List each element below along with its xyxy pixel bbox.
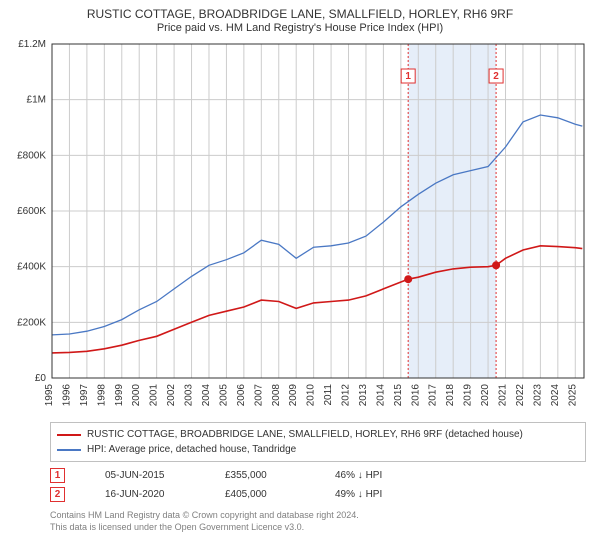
marker-date: 16-JUN-2020 xyxy=(105,489,185,500)
xtick-label: 2017 xyxy=(428,384,439,407)
marker-date: 05-JUN-2015 xyxy=(105,470,185,481)
xtick-label: 2014 xyxy=(375,384,386,407)
xtick-label: 2008 xyxy=(271,384,282,407)
legend-label: HPI: Average price, detached house, Tand… xyxy=(87,442,296,457)
xtick-label: 1998 xyxy=(96,384,107,407)
xtick-label: 2000 xyxy=(131,384,142,407)
vline-label: 2 xyxy=(493,71,499,82)
ytick-label: £800K xyxy=(17,151,46,162)
xtick-label: 1999 xyxy=(114,384,125,407)
marker-number-box: 2 xyxy=(50,487,65,502)
legend-swatch xyxy=(57,449,81,451)
xtick-label: 2024 xyxy=(550,384,561,407)
xtick-label: 2022 xyxy=(515,384,526,407)
xtick-label: 2016 xyxy=(410,384,421,407)
legend-label: RUSTIC COTTAGE, BROADBRIDGE LANE, SMALLF… xyxy=(87,427,523,442)
xtick-label: 2010 xyxy=(306,384,317,407)
sale-marker xyxy=(492,261,500,269)
xtick-label: 2002 xyxy=(166,384,177,407)
legend-swatch xyxy=(57,434,81,436)
legend-item: RUSTIC COTTAGE, BROADBRIDGE LANE, SMALLF… xyxy=(57,427,579,442)
footer-attribution: Contains HM Land Registry data © Crown c… xyxy=(50,510,586,533)
xtick-label: 2004 xyxy=(201,384,212,407)
xtick-label: 2025 xyxy=(567,384,578,407)
xtick-label: 2020 xyxy=(480,384,491,407)
footer-line1: Contains HM Land Registry data © Crown c… xyxy=(50,510,586,522)
xtick-label: 2007 xyxy=(253,384,264,407)
marker-row: 1 05-JUN-2015 £355,000 46% ↓ HPI xyxy=(50,466,586,485)
legend: RUSTIC COTTAGE, BROADBRIDGE LANE, SMALLF… xyxy=(50,422,586,462)
marker-number-box: 1 xyxy=(50,468,65,483)
chart-subtitle: Price paid vs. HM Land Registry's House … xyxy=(0,22,600,38)
marker-row: 2 16-JUN-2020 £405,000 49% ↓ HPI xyxy=(50,485,586,504)
sale-marker xyxy=(404,275,412,283)
xtick-label: 2005 xyxy=(218,384,229,407)
xtick-label: 2023 xyxy=(532,384,543,407)
xtick-label: 1996 xyxy=(61,384,72,407)
xtick-label: 2015 xyxy=(393,384,404,407)
ytick-label: £1.2M xyxy=(18,39,46,50)
chart-svg: £0 £200K £400K £600K £800K £1M £1.2M 1995 1996 19… xyxy=(2,38,598,418)
xtick-label: 2021 xyxy=(498,384,509,407)
vline-label: 1 xyxy=(405,71,411,82)
ytick-label: £0 xyxy=(35,373,47,384)
xtick-label: 2006 xyxy=(236,384,247,407)
chart-area: £0 £200K £400K £600K £800K £1M £1.2M 1995 1996 19… xyxy=(2,38,598,418)
xtick-label: 1997 xyxy=(79,384,90,407)
xtick-label: 1995 xyxy=(44,384,55,407)
marker-pct: 46% ↓ HPI xyxy=(335,470,425,481)
xtick-label: 2018 xyxy=(445,384,456,407)
marker-price: £355,000 xyxy=(225,470,295,481)
ytick-label: £400K xyxy=(17,262,46,273)
xtick-label: 2001 xyxy=(149,384,160,407)
ytick-label: £1M xyxy=(27,95,46,106)
marker-price: £405,000 xyxy=(225,489,295,500)
xtick-label: 2013 xyxy=(358,384,369,407)
ytick-label: £600K xyxy=(17,206,46,217)
xtick-label: 2003 xyxy=(184,384,195,407)
ytick-label: £200K xyxy=(17,318,46,329)
marker-table: 1 05-JUN-2015 £355,000 46% ↓ HPI 2 16-JUN-202… xyxy=(50,466,586,504)
footer-line2: This data is licensed under the Open Gov… xyxy=(50,522,586,534)
xtick-label: 2012 xyxy=(341,384,352,407)
marker-pct: 49% ↓ HPI xyxy=(335,489,425,500)
xtick-label: 2009 xyxy=(288,384,299,407)
legend-item: HPI: Average price, detached house, Tand… xyxy=(57,442,579,457)
chart-title: RUSTIC COTTAGE, BROADBRIDGE LANE, SMALLF… xyxy=(0,0,600,22)
xtick-label: 2019 xyxy=(463,384,474,407)
xtick-label: 2011 xyxy=(323,384,334,406)
